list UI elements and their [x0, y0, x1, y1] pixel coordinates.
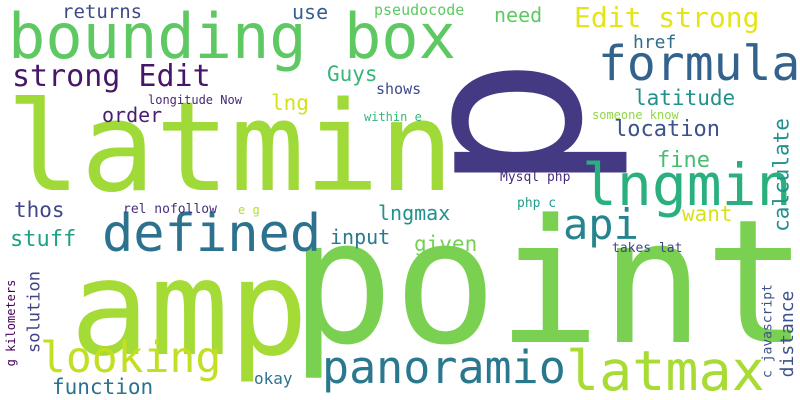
word-takes-lat: takes lat: [612, 241, 683, 256]
word-latmin: latmin: [6, 76, 454, 220]
word-someone-know: someone know: [592, 108, 679, 122]
word-g-kilometers: g kilometers: [4, 279, 18, 367]
word-php-c: php c: [517, 196, 557, 211]
word-lngmin: lngmin: [582, 151, 792, 219]
word-within-e: within e: [364, 110, 422, 124]
word-shows: shows: [376, 80, 422, 98]
word-c-javascript: c javascript: [760, 284, 776, 378]
word-rel-nofollow: rel nofollow: [123, 202, 217, 217]
word-amp: amp: [70, 232, 309, 386]
word-latmax: latmax: [566, 339, 765, 400]
word-bounding-box: bounding box: [8, 0, 456, 73]
word-api: api: [563, 200, 639, 249]
word-order: order: [102, 103, 163, 127]
word-strong-edit: strong Edit: [12, 59, 211, 94]
word-lngmax: lngmax: [378, 201, 451, 225]
word-mysql-php: Mysql php: [500, 170, 571, 185]
word-defined: defined: [102, 204, 322, 264]
word-distance: distance: [777, 290, 798, 378]
word-returns: returns: [62, 1, 143, 23]
word-stuff: stuff: [10, 227, 77, 252]
word-edit-strong: Edit strong: [574, 1, 760, 34]
word-longitude-now: longitude Now: [148, 93, 242, 107]
word-function: function: [52, 375, 154, 399]
word-guys: Guys: [327, 62, 378, 86]
word-point: point: [290, 182, 800, 383]
word-calculate: calculate: [769, 118, 794, 232]
word-input: input: [330, 225, 391, 249]
word-thos: thos: [14, 198, 65, 222]
word-href: href: [633, 32, 677, 53]
word-okay: okay: [254, 369, 293, 388]
word-pseudocode: pseudocode: [374, 1, 465, 19]
word-looking: looking: [40, 333, 222, 383]
word-need: need: [494, 3, 543, 27]
word-given: given: [414, 232, 478, 256]
word-formula: formula: [598, 36, 800, 92]
word-solution: solution: [24, 271, 45, 353]
word-e-g: e g: [238, 203, 260, 217]
word-use: use: [292, 0, 329, 24]
word-latitude: latitude: [634, 86, 736, 110]
word-location: location: [614, 117, 720, 142]
word-lng: lng: [271, 91, 309, 115]
word-fine: fine: [657, 148, 710, 173]
word-want: want: [682, 202, 733, 226]
word-panoramio: panoramio: [322, 341, 566, 394]
